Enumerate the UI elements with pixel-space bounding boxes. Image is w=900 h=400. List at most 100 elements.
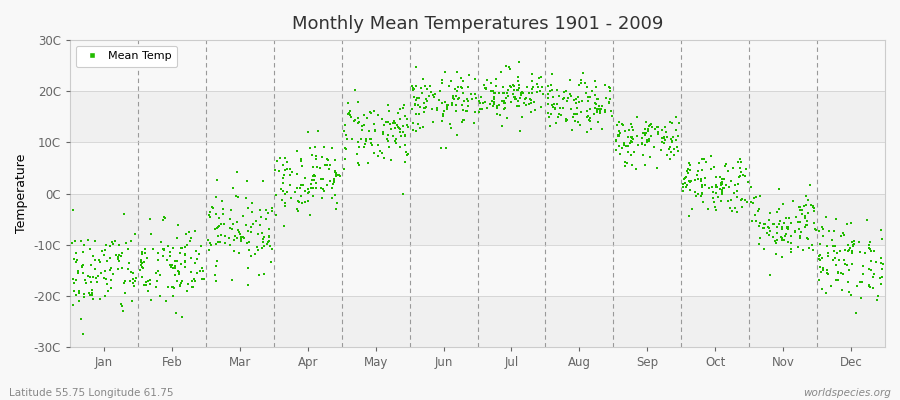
Point <box>346 118 361 124</box>
Point <box>719 182 733 188</box>
Point <box>133 267 148 274</box>
Point <box>338 131 353 138</box>
Point <box>255 230 269 236</box>
Point <box>575 70 590 76</box>
Point <box>188 259 202 266</box>
Point <box>364 110 378 116</box>
Point <box>438 98 453 105</box>
Point <box>177 259 192 266</box>
Point <box>429 105 444 111</box>
Point <box>589 84 603 90</box>
Point <box>497 100 511 106</box>
Point <box>861 282 876 289</box>
Point <box>749 218 763 224</box>
Point <box>548 106 562 113</box>
Point <box>433 88 447 94</box>
Point <box>170 221 184 228</box>
Point <box>329 200 344 207</box>
Point <box>441 102 455 108</box>
Point <box>96 275 111 282</box>
Point <box>846 242 860 248</box>
Point <box>291 184 305 191</box>
Point <box>728 204 742 211</box>
Point <box>444 125 458 132</box>
Point <box>398 113 412 120</box>
Point <box>454 75 468 82</box>
Point <box>487 95 501 102</box>
Point <box>625 135 639 141</box>
Point <box>713 174 727 180</box>
Point <box>209 277 223 284</box>
Point <box>581 116 596 123</box>
Point <box>317 188 331 194</box>
Point <box>498 105 512 111</box>
Point <box>294 192 309 199</box>
Point <box>308 144 322 150</box>
Point <box>548 120 562 126</box>
Point <box>278 167 293 174</box>
Point <box>284 169 299 176</box>
Point <box>396 105 410 112</box>
Point <box>655 139 670 145</box>
Point <box>392 128 407 135</box>
Point <box>658 136 672 143</box>
Point <box>709 207 724 213</box>
Point <box>356 122 370 129</box>
Point <box>456 117 471 123</box>
Point <box>684 178 698 184</box>
Point <box>340 136 355 142</box>
Point <box>642 122 656 129</box>
Point <box>359 115 374 121</box>
Point <box>691 176 706 182</box>
Point <box>613 151 627 157</box>
Point <box>388 138 402 144</box>
Point <box>295 200 310 206</box>
Point <box>93 296 107 302</box>
Point <box>325 145 339 151</box>
Point <box>584 88 598 94</box>
Point <box>862 266 877 272</box>
Point <box>230 227 245 234</box>
Point <box>524 97 538 104</box>
Point <box>535 83 549 90</box>
Point <box>365 142 380 148</box>
Point <box>398 133 412 139</box>
Point <box>407 94 421 100</box>
Point <box>669 137 683 143</box>
Point <box>741 178 755 185</box>
Point <box>337 166 351 172</box>
Point <box>424 89 438 96</box>
Point <box>410 64 424 70</box>
Point <box>721 184 735 191</box>
Point <box>371 153 385 160</box>
Point <box>525 78 539 84</box>
Point <box>616 122 631 128</box>
Point <box>467 120 482 126</box>
Point <box>766 221 780 227</box>
Point <box>715 190 729 197</box>
Point <box>176 245 190 251</box>
Point <box>291 197 305 204</box>
Point <box>192 250 206 257</box>
Point <box>209 262 223 269</box>
Point <box>609 122 624 128</box>
Point <box>851 239 866 245</box>
Point <box>226 220 240 227</box>
Point <box>225 276 239 283</box>
Point <box>386 132 400 139</box>
Point <box>727 190 742 196</box>
Point <box>217 221 231 227</box>
Point <box>813 256 827 263</box>
Point <box>76 331 91 337</box>
Point <box>580 114 594 120</box>
Point <box>699 159 714 165</box>
Point <box>640 139 654 146</box>
Point <box>209 210 223 217</box>
Point <box>227 248 241 254</box>
Point <box>833 232 848 239</box>
Point <box>277 172 292 178</box>
Point <box>367 107 382 114</box>
Point <box>777 236 791 243</box>
Point <box>837 256 851 263</box>
Point <box>100 258 114 264</box>
